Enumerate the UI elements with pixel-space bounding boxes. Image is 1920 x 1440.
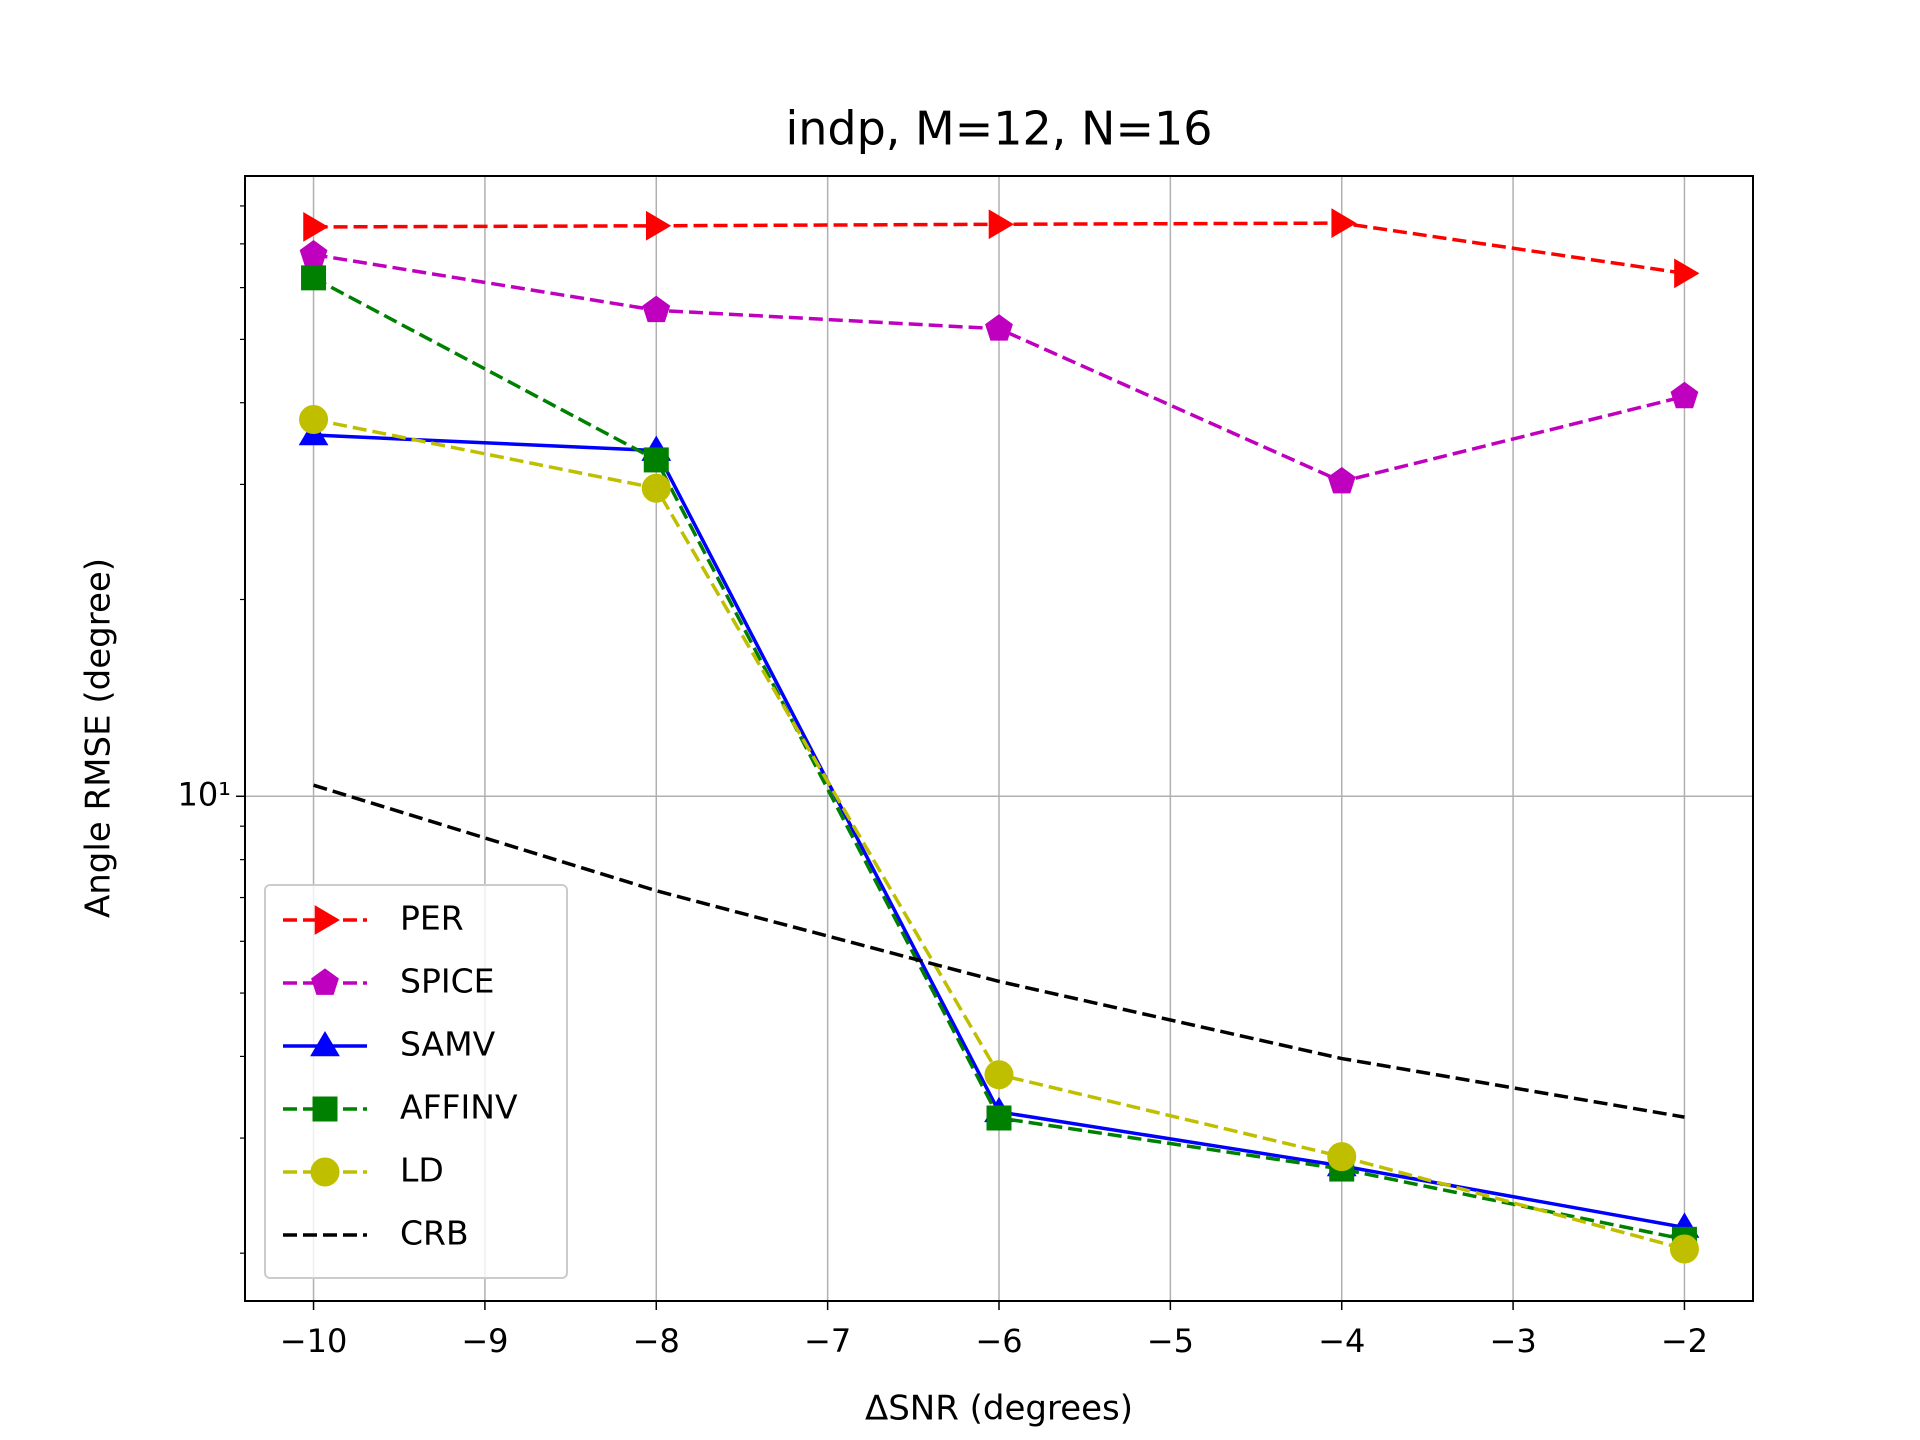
- legend-label: CRB: [400, 1214, 469, 1253]
- marker: [301, 265, 327, 291]
- x-tick-label: −5: [1147, 1322, 1194, 1360]
- x-tick-label: −9: [461, 1322, 508, 1360]
- y-tick-label: 10¹: [177, 775, 231, 813]
- legend-box: [264, 884, 568, 1279]
- legend-label: LD: [400, 1151, 444, 1190]
- legend-marker: [311, 968, 339, 995]
- legend-label: AFFINV: [400, 1088, 518, 1127]
- marker: [641, 473, 671, 503]
- legend-label: SAMV: [400, 1025, 496, 1064]
- legend-marker: [310, 1031, 340, 1057]
- x-tick-label: −6: [975, 1322, 1022, 1360]
- marker: [1669, 1234, 1699, 1264]
- legend-label: SPICE: [400, 962, 494, 1001]
- legend-label: PER: [400, 899, 464, 938]
- marker: [299, 239, 328, 267]
- x-tick-label: −4: [1318, 1322, 1365, 1360]
- x-tick-label: −3: [1490, 1322, 1537, 1360]
- x-axis-label: ΔSNR (degrees): [865, 1389, 1133, 1429]
- plot-frame: [244, 175, 1754, 1302]
- marker: [299, 405, 329, 435]
- x-tick-label: −8: [633, 1322, 680, 1360]
- legend-marker: [314, 905, 340, 935]
- x-tick-label: −10: [280, 1322, 348, 1360]
- marker: [985, 314, 1013, 341]
- marker: [984, 1060, 1014, 1090]
- marker: [986, 1105, 1012, 1131]
- legend-marker: [310, 1157, 340, 1187]
- marker: [643, 447, 669, 473]
- marker: [1327, 466, 1356, 494]
- x-tick-label: −2: [1661, 1322, 1708, 1360]
- marker: [1331, 208, 1357, 239]
- series-line: [313, 783, 1685, 1119]
- x-tick-label: −7: [804, 1322, 851, 1360]
- legend-marker: [312, 1096, 338, 1122]
- marker: [642, 295, 671, 323]
- marker: [1674, 258, 1700, 289]
- y-axis-label: Angle RMSE (degree): [79, 558, 119, 918]
- chart-title: indp, M=12, N=16: [785, 102, 1212, 156]
- marker: [1327, 1142, 1357, 1172]
- marker: [1670, 381, 1699, 409]
- marker: [988, 209, 1014, 240]
- marker: [303, 212, 329, 242]
- marker: [645, 210, 672, 241]
